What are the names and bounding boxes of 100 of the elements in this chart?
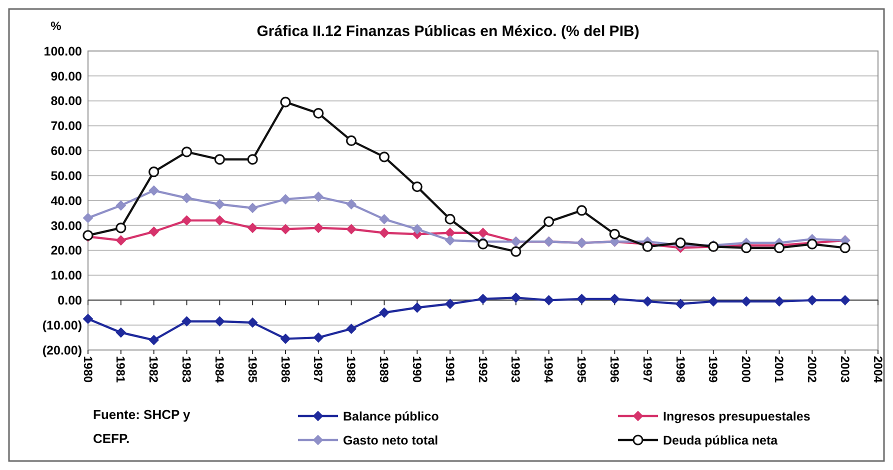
point — [412, 224, 422, 234]
chart-title: Gráfica II.12 Finanzas Públicas en México. (% del PIB) — [256, 23, 640, 40]
x-tick-label: 1985 — [245, 356, 260, 384]
y-tick-label: 70.00 — [50, 119, 82, 134]
point — [544, 295, 554, 306]
point — [346, 199, 356, 210]
x-tick-label: 1990 — [410, 356, 424, 384]
point — [280, 194, 290, 204]
x-tick-label: 1997 — [640, 356, 654, 384]
x-tick-label: 1984 — [212, 356, 226, 384]
y-tick-label: 60.00 — [50, 144, 82, 158]
point — [313, 108, 324, 119]
point — [182, 215, 192, 226]
point — [346, 135, 357, 146]
point — [609, 228, 620, 240]
legend-label: Balance público — [343, 409, 440, 424]
y-tick-label: 80.00 — [50, 94, 82, 108]
point — [248, 318, 258, 328]
y-tick-label: 20.00 — [50, 244, 82, 258]
point — [774, 242, 785, 254]
point — [478, 228, 488, 238]
point — [445, 235, 456, 246]
y-tick-label: 90.00 — [50, 69, 82, 84]
point — [510, 292, 521, 303]
point — [478, 238, 488, 250]
x-tick-label: 2002 — [804, 356, 819, 384]
point — [708, 296, 718, 306]
point — [313, 192, 324, 202]
point — [214, 154, 225, 165]
point — [379, 228, 390, 238]
point — [214, 199, 225, 210]
x-tick-label: 1982 — [146, 356, 161, 384]
point — [214, 215, 225, 226]
point — [741, 242, 752, 254]
point — [642, 296, 653, 306]
point — [807, 295, 818, 306]
point — [610, 294, 620, 304]
point — [741, 296, 752, 306]
point — [346, 224, 356, 234]
point — [83, 212, 93, 223]
point — [544, 216, 554, 227]
y-tick-label: 0.00 — [58, 294, 82, 308]
y-tick-label: 30.00 — [50, 218, 82, 233]
x-tick-label: 2004 — [870, 356, 885, 384]
point — [840, 295, 850, 306]
x-tick-label: 1991 — [442, 356, 457, 384]
point — [346, 324, 356, 334]
point — [510, 246, 522, 257]
point — [280, 334, 290, 344]
x-tick-label: 1998 — [673, 356, 688, 384]
point — [444, 214, 456, 224]
x-tick-label: 1996 — [607, 356, 622, 384]
point — [116, 200, 126, 210]
point — [116, 235, 126, 246]
point — [182, 193, 192, 204]
point — [313, 332, 324, 343]
x-tick-label: 1989 — [377, 356, 392, 384]
point — [248, 202, 258, 213]
x-tick-label: 1980 — [80, 356, 95, 384]
point — [148, 335, 159, 346]
point — [379, 214, 390, 224]
point — [247, 154, 258, 165]
point — [116, 328, 126, 338]
x-tick-label: 1993 — [508, 356, 523, 384]
x-tick-label: 2003 — [838, 356, 852, 384]
x-tick-label: 1983 — [180, 356, 194, 384]
point — [478, 294, 488, 304]
x-tick-label: 1999 — [706, 356, 720, 384]
x-tick-label: 1992 — [476, 356, 490, 384]
point — [412, 181, 422, 192]
point — [378, 152, 390, 162]
x-tick-label: 2000 — [739, 356, 754, 384]
point — [214, 316, 225, 326]
x-tick-label: 1995 — [574, 356, 589, 384]
point — [313, 222, 324, 233]
source-note: Fuente: SHCP y CEFP. — [93, 406, 192, 448]
point — [148, 186, 159, 196]
y-tick-label: 40.00 — [50, 194, 82, 208]
legend-label: Gasto neto total — [343, 433, 438, 448]
legend-label: Deuda pública neta — [663, 433, 779, 448]
point — [675, 238, 686, 248]
x-tick-label: 1988 — [344, 356, 358, 384]
point — [445, 228, 456, 238]
x-tick-label: 1994 — [542, 356, 556, 384]
point — [182, 316, 192, 326]
point — [181, 146, 192, 158]
x-tick-label: 1986 — [278, 356, 292, 384]
point — [280, 96, 291, 108]
point — [148, 226, 159, 237]
point — [840, 242, 850, 254]
x-tick-label: 1987 — [311, 356, 326, 384]
point — [576, 294, 587, 304]
y-axis-title: % — [50, 19, 62, 33]
point — [642, 241, 653, 252]
y-tick-label: (10.00) — [42, 318, 82, 332]
x-tick-label: 2001 — [772, 356, 786, 384]
point — [148, 166, 160, 178]
point — [445, 298, 456, 309]
point — [379, 308, 390, 318]
point — [116, 222, 126, 234]
